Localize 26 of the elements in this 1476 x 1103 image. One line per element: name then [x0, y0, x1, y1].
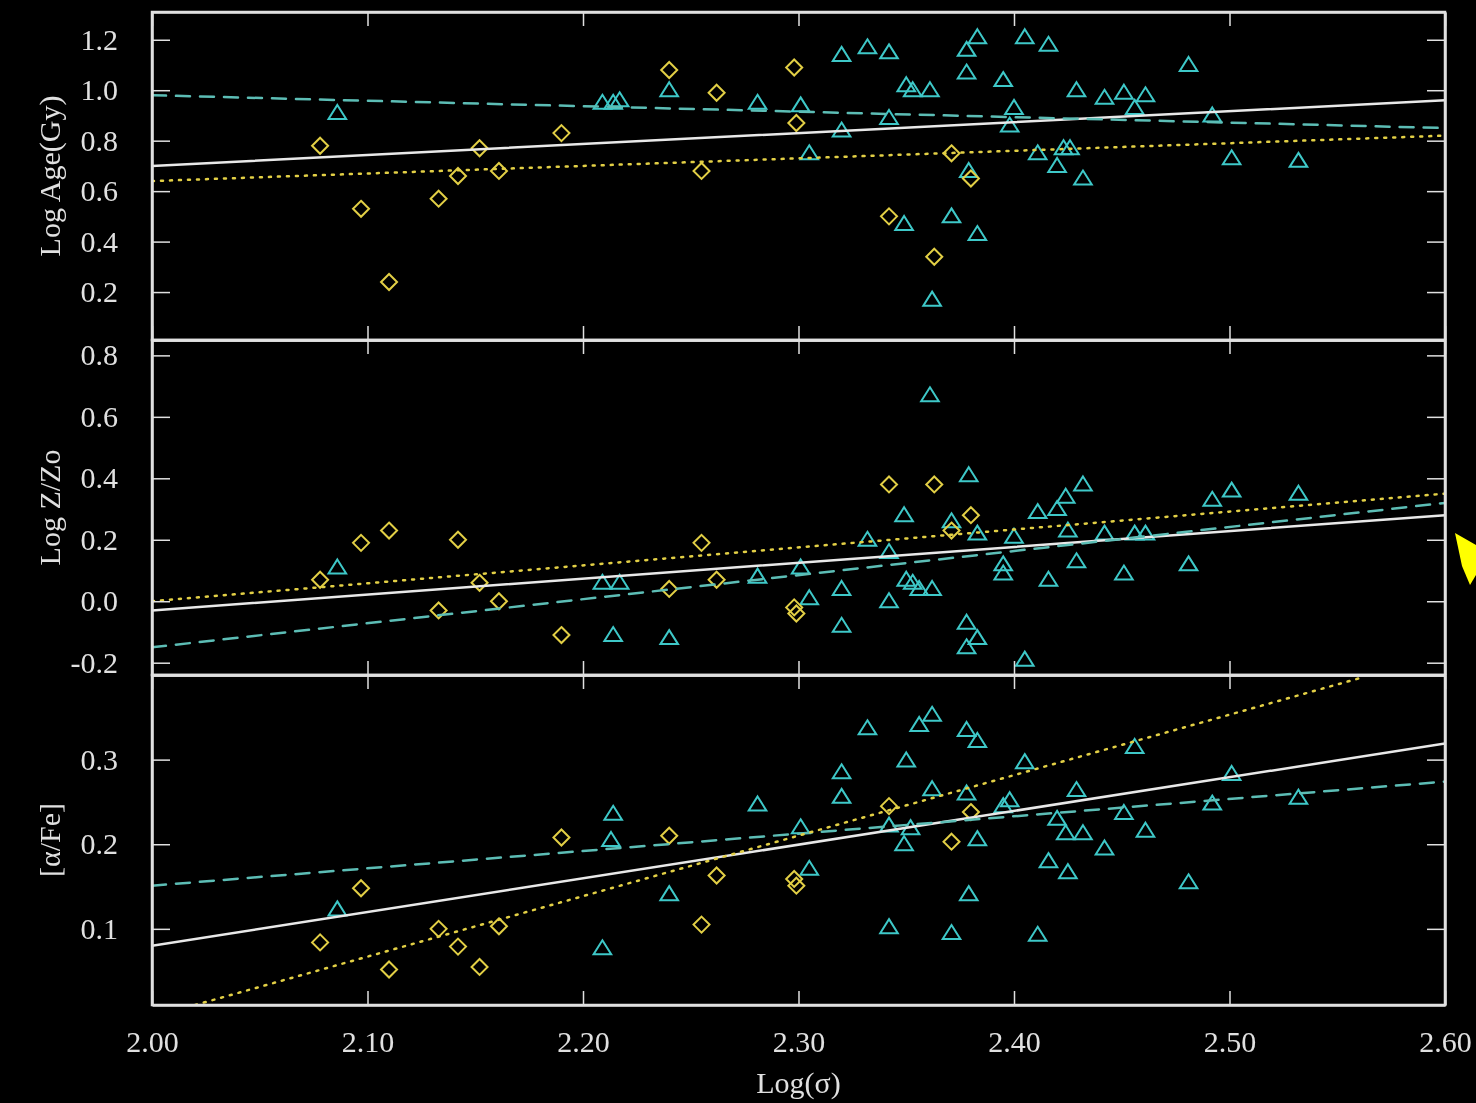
x-tick-label: 2.40: [988, 1025, 1041, 1059]
y-axis-title: [α/Fe]: [33, 802, 66, 878]
y-tick-label: 1.2: [80, 22, 118, 56]
y-tick-label: -0.2: [70, 645, 118, 679]
y-tick-label: 0.2: [80, 522, 118, 556]
y-tick-label: 0.6: [80, 174, 118, 208]
y-tick-label: 0.2: [80, 275, 118, 309]
y-tick-label: 0.4: [80, 461, 118, 495]
y-tick-label: 0.0: [80, 584, 118, 618]
y-tick-label: 0.1: [80, 911, 118, 945]
x-tick-label: 2.50: [1203, 1025, 1257, 1059]
x-axis-title: Log(σ): [756, 1066, 841, 1100]
x-tick-label: 2.20: [557, 1025, 610, 1059]
x-tick-label: 2.60: [1419, 1025, 1472, 1059]
y-tick-label: 1.0: [80, 73, 118, 107]
y-tick-label: 0.4: [80, 224, 118, 258]
x-tick-label: 2.30: [772, 1025, 826, 1059]
x-tick-label: 2.00: [126, 1025, 179, 1059]
y-tick-label: 0.8: [80, 123, 118, 157]
y-axis-title: Log Z/Zo: [33, 449, 66, 566]
y-axis-title: Log Age(Gy): [33, 95, 67, 257]
y-tick-label: 0.2: [80, 827, 118, 861]
y-tick-label: 0.3: [80, 742, 118, 776]
y-tick-label: 0.8: [80, 338, 118, 372]
y-tick-label: 0.6: [80, 399, 118, 433]
x-tick-label: 2.10: [341, 1025, 395, 1059]
